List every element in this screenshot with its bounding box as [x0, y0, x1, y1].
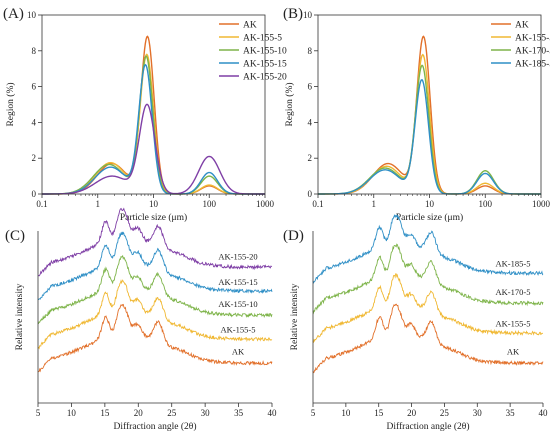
x-tick-label: 100: [479, 199, 493, 209]
x-tick-label: 25: [167, 408, 177, 418]
curve-label: AK-155-5: [221, 324, 256, 334]
legend-entry: AK-170-5: [515, 47, 550, 57]
curve-label: AK: [232, 347, 245, 357]
legend-entry: AK-155-20: [243, 73, 287, 83]
y-tick-label: 0: [308, 189, 313, 199]
legend-entry: AK-185-5: [515, 60, 550, 70]
y-axis-label: Relative intensity: [290, 283, 300, 350]
x-tick-label: 20: [407, 408, 417, 418]
x-tick-label: 25: [440, 408, 450, 418]
y-axis-label: Region (%): [284, 82, 295, 126]
x-tick-label: 10: [149, 199, 159, 209]
series-line-0: [37, 303, 273, 373]
series-line-2: [37, 254, 273, 325]
series-line-3: [37, 231, 273, 301]
y-tick-label: 4: [32, 117, 37, 127]
panel-3: (D) AK AK-155-5 AK-170-5 AK-185-5 5 10 15 20 25 30…: [283, 214, 549, 432]
x-axis-label: Diffraction angle (2θ): [387, 421, 470, 432]
series-line-2: [312, 243, 544, 315]
curve-label: AK: [507, 347, 520, 357]
x-axis-label: Particle size (μm): [120, 212, 187, 223]
curve-label: AK-155-15: [218, 277, 257, 287]
y-tick-label: 10: [27, 10, 37, 20]
panel-letter: (B): [283, 6, 303, 22]
x-tick-label: 1: [372, 199, 377, 209]
x-axis-label: Diffraction angle (2θ): [114, 421, 197, 432]
panel-0: (A) 0.1 1 10 100 1000 0 2 4 6 8 10 Particle size (μm…: [3, 6, 287, 223]
series-line-3: [312, 214, 544, 285]
legend-entry: AK: [243, 21, 257, 31]
legend-entry: AK-155-5: [243, 34, 282, 44]
y-tick-label: 2: [308, 153, 313, 163]
panel-letter: (C): [5, 228, 25, 244]
y-tick-label: 8: [308, 46, 313, 56]
x-tick-label: 35: [506, 408, 516, 418]
legend-entry: AK-155-15: [243, 60, 287, 70]
series-line-4: [42, 103, 265, 195]
y-tick-label: 6: [308, 82, 313, 92]
legend-entry: AK: [515, 21, 529, 31]
y-tick-label: 0: [32, 189, 37, 199]
curve-label: AK-155-10: [218, 299, 257, 309]
x-tick-label: 40: [539, 408, 549, 418]
x-tick-label: 0.1: [36, 199, 47, 209]
x-tick-label: 35: [234, 408, 244, 418]
panel-1: (B) 0.1 1 10 100 1000 0 2 4 6 8 10 Particle size (μm…: [283, 6, 550, 223]
x-tick-label: 30: [473, 408, 483, 418]
y-axis-label: Relative intensity: [15, 283, 25, 350]
series-line-3: [318, 79, 541, 195]
series-line-4: [37, 207, 273, 277]
curve-label: AK-155-5: [496, 318, 531, 328]
x-tick-label: 100: [203, 199, 217, 209]
y-tick-label: 4: [308, 117, 313, 127]
x-tick-label: 15: [374, 408, 384, 418]
x-tick-label: 40: [268, 408, 278, 418]
x-tick-label: 10: [67, 408, 77, 418]
x-tick-label: 1000: [532, 199, 550, 209]
series-line-1: [312, 273, 544, 343]
x-tick-label: 10: [341, 408, 351, 418]
x-tick-label: 20: [134, 408, 144, 418]
series-line-0: [312, 303, 544, 374]
y-tick-label: 2: [32, 153, 37, 163]
x-axis-label: Particle size (μm): [396, 212, 463, 223]
x-tick-label: 30: [201, 408, 211, 418]
y-tick-label: 6: [32, 82, 37, 92]
y-tick-label: 8: [32, 46, 37, 56]
y-tick-label: 10: [303, 10, 313, 20]
panel-letter: (A): [3, 6, 24, 22]
y-axis-label: Region (%): [5, 82, 16, 126]
panel-letter: (D): [283, 228, 304, 244]
curve-label: AK-185-5: [496, 259, 531, 269]
series-line-1: [37, 279, 273, 350]
legend-entry: AK-155-5: [515, 34, 550, 44]
x-tick-label: 1000: [256, 199, 275, 209]
x-tick-label: 5: [36, 408, 41, 418]
panel-2: (C) AK AK-155-5 AK-155-10 AK-155-15 AK-155-20…: [5, 207, 278, 432]
curve-label: AK-155-20: [218, 251, 257, 261]
curve-label: AK-170-5: [496, 287, 531, 297]
legend-entry: AK-155-10: [243, 47, 287, 57]
x-tick-label: 1: [96, 199, 101, 209]
x-tick-label: 10: [425, 199, 435, 209]
x-tick-label: 0.1: [312, 199, 323, 209]
x-tick-label: 5: [311, 408, 316, 418]
x-tick-label: 15: [100, 408, 110, 418]
